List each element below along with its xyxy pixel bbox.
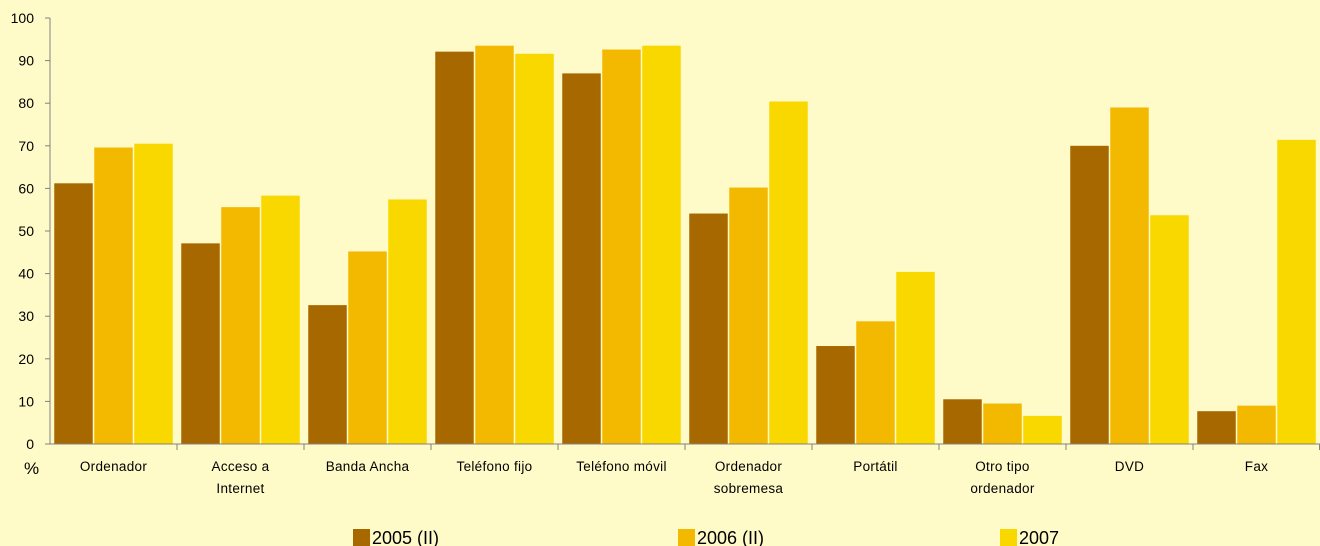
y-axis: 0 10 20 30 40 50 60 70 80 90 100 <box>11 10 51 452</box>
bar <box>1277 139 1316 444</box>
legend-swatch <box>353 529 370 546</box>
bar <box>1070 145 1109 445</box>
x-tick-label: Acceso a <box>212 459 270 474</box>
bar <box>689 213 728 444</box>
bar <box>1110 107 1149 445</box>
legend-label: 2006 (II) <box>697 528 764 546</box>
y-tick-label: 20 <box>18 351 34 367</box>
bar <box>1237 405 1276 444</box>
bar <box>475 45 514 444</box>
x-tick-label: Teléfono móvil <box>576 459 667 474</box>
y-tick-label: 50 <box>18 223 34 239</box>
bar <box>515 53 554 445</box>
bar <box>348 251 387 444</box>
bar <box>856 321 895 444</box>
bar <box>1150 215 1189 444</box>
legend: 2005 (II) 2006 (II) 2007 <box>353 528 1059 546</box>
y-tick-label: 60 <box>18 180 34 196</box>
x-tick-label: DVD <box>1115 459 1144 474</box>
legend-label: 2005 (II) <box>372 528 439 546</box>
y-tick-label: 70 <box>18 138 34 154</box>
y-tick-label: 40 <box>18 266 34 282</box>
legend-label: 2007 <box>1019 528 1059 546</box>
x-tick-label: Banda Ancha <box>326 459 410 474</box>
bar <box>1197 411 1236 444</box>
y-axis-unit-label: % <box>24 459 39 478</box>
bar <box>1023 415 1062 444</box>
bar <box>94 147 133 444</box>
bar <box>134 143 173 445</box>
bar <box>181 243 220 444</box>
bar <box>816 346 855 444</box>
y-tick-label: 10 <box>18 393 34 409</box>
y-tick-label: 100 <box>11 10 35 26</box>
bar <box>896 271 935 444</box>
y-tick-label: 80 <box>18 95 34 111</box>
bar <box>261 195 300 444</box>
x-tick-label: Fax <box>1245 459 1268 474</box>
y-tick-label: 90 <box>18 53 34 69</box>
bar <box>943 399 982 444</box>
bar <box>642 45 681 444</box>
bar <box>602 49 641 445</box>
legend-swatch <box>1000 529 1017 546</box>
bar <box>388 199 427 444</box>
x-tick-label: ordenador <box>970 481 1034 496</box>
bars <box>54 45 1316 445</box>
x-tick-label: Otro tipo <box>975 459 1029 474</box>
y-tick-label: 30 <box>18 308 34 324</box>
bar <box>769 101 808 444</box>
x-tick-label: Internet <box>216 481 264 496</box>
legend-swatch <box>678 529 695 546</box>
x-tick-label: Ordenador <box>80 459 147 474</box>
bar <box>435 51 474 445</box>
bar <box>221 207 260 444</box>
bar <box>54 183 93 444</box>
bar <box>729 187 768 444</box>
bar <box>562 73 601 444</box>
y-tick-label: 0 <box>26 436 34 452</box>
x-tick-label: Teléfono fijo <box>457 459 533 474</box>
x-tick-label: Ordenador <box>715 459 782 474</box>
x-axis: Ordenador Acceso a Internet Banda Ancha Telé… <box>50 443 1320 496</box>
bar <box>308 305 347 444</box>
bar <box>983 403 1022 444</box>
x-tick-label: Portátil <box>853 459 897 474</box>
x-tick-label: sobremesa <box>714 481 784 496</box>
